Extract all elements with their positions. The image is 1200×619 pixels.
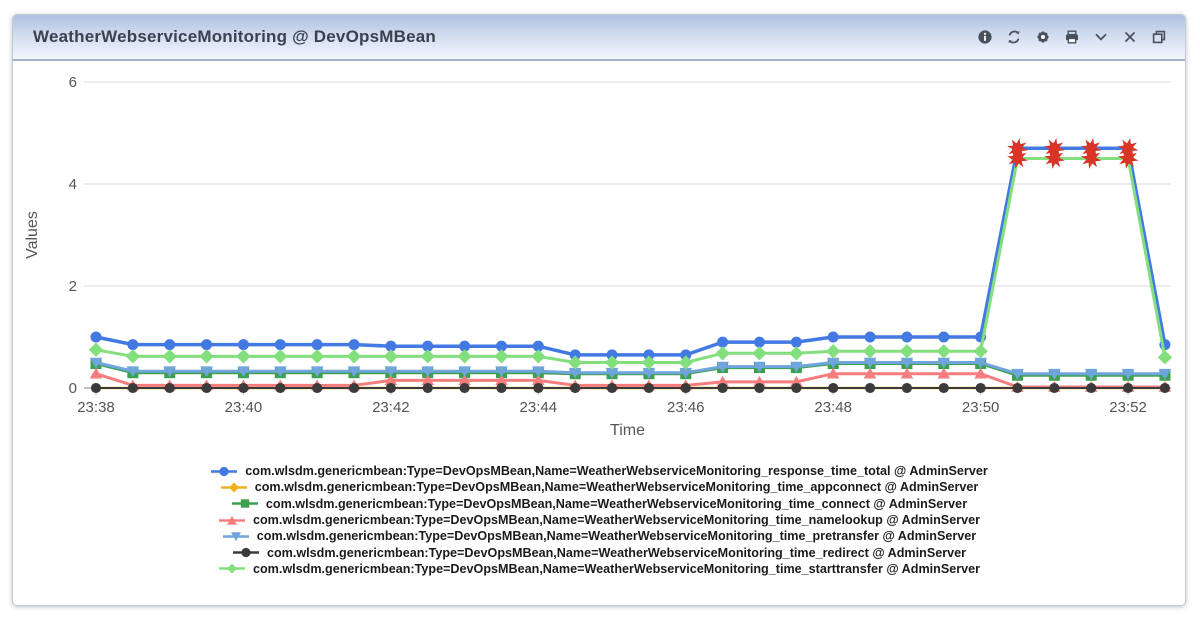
series-line-time_namelookup — [94, 372, 1167, 389]
series-points-time_redirect[interactable] — [90, 382, 1170, 394]
legend-label: com.wlsdm.genericmbean:Type=DevOpsMBean,… — [252, 561, 981, 576]
x-tick-label: 23:42 — [372, 399, 410, 416]
alert-burst-icon[interactable] — [1044, 138, 1065, 159]
y-tick-label: 6 — [69, 74, 77, 91]
x-tick-label: 23:48 — [814, 399, 852, 416]
legend-marker-triangle-down-icon — [222, 532, 249, 542]
legend-marker-circle-icon — [232, 548, 259, 558]
legend-marker-diamond-icon — [218, 563, 245, 574]
legend-item-time_appconnect[interactable]: com.wlsdm.genericmbean:Type=DevOpsMBean,… — [220, 479, 979, 495]
alert-burst-icon[interactable] — [1080, 148, 1102, 169]
alert-burst-icon[interactable] — [1117, 138, 1139, 159]
legend-marker-diamond-icon — [220, 482, 247, 493]
panel-toolbar — [977, 29, 1167, 45]
x-tick-label: 23:52 — [1109, 399, 1147, 416]
y-tick-label: 0 — [69, 380, 77, 397]
legend-label: com.wlsdm.genericmbean:Type=DevOpsMBean,… — [245, 464, 988, 479]
legend-item-time_namelookup[interactable]: com.wlsdm.genericmbean:Type=DevOpsMBean,… — [218, 512, 980, 528]
series-points-time_pretransfer[interactable] — [89, 357, 1172, 380]
info-icon[interactable] — [977, 29, 993, 45]
panel-title: WeatherWebserviceMonitoring @ DevOpsMBea… — [33, 27, 436, 46]
y-axis-title: Values — [24, 211, 41, 259]
legend-marker-circle-icon — [211, 466, 238, 476]
legend-label: com.wlsdm.genericmbean:Type=DevOpsMBean,… — [266, 545, 967, 560]
x-tick-label: 23:38 — [77, 399, 115, 416]
y-tick-label: 2 — [69, 278, 77, 295]
series-line-time_pretransfer — [94, 361, 1167, 376]
refresh-icon[interactable] — [1006, 29, 1022, 45]
legend-item-time_pretransfer[interactable]: com.wlsdm.genericmbean:Type=DevOpsMBean,… — [222, 528, 976, 544]
legend-marker-square-icon — [231, 499, 258, 508]
restore-icon[interactable] — [1151, 29, 1167, 45]
x-tick-label: 23:44 — [520, 399, 558, 416]
alert-burst-icon[interactable] — [1117, 148, 1139, 169]
legend-item-response_time_total[interactable]: com.wlsdm.genericmbean:Type=DevOpsMBean,… — [210, 463, 988, 479]
series-line-response_time_total — [94, 146, 1167, 357]
y-tick-label: 4 — [69, 176, 77, 193]
line-chart: 0 2 4 6 Values 23:38 23:40 23:42 23:44 23:46 23:48… — [24, 74, 1173, 439]
x-tick-label: 23:50 — [962, 399, 1000, 416]
x-tick-label: 23:46 — [667, 399, 705, 416]
legend-label: com.wlsdm.genericmbean:Type=DevOpsMBean,… — [265, 496, 968, 511]
alert-burst-icon[interactable] — [1044, 148, 1065, 169]
x-axis-title: Time — [610, 422, 645, 439]
alert-burst-icon[interactable] — [1007, 138, 1028, 159]
legend-label: com.wlsdm.genericmbean:Type=DevOpsMBean,… — [256, 529, 977, 544]
gridlines — [84, 81, 1171, 287]
alert-burst-icon[interactable] — [1007, 148, 1028, 169]
legend-label: com.wlsdm.genericmbean:Type=DevOpsMBean,… — [252, 513, 981, 528]
legend-marker-triangle-up-icon — [218, 515, 245, 525]
legend-item-time_redirect[interactable]: com.wlsdm.genericmbean:Type=DevOpsMBean,… — [232, 544, 966, 560]
series-time_pretransfer — [89, 357, 1172, 380]
monitoring-widget-panel: WeatherWebserviceMonitoring @ DevOpsMBea… — [12, 14, 1186, 606]
series-points-response_time_total[interactable] — [90, 142, 1171, 361]
series-response_time_total — [90, 142, 1171, 361]
series-line-time_starttransfer — [94, 157, 1167, 364]
chart-area: 0 2 4 6 Values 23:38 23:40 23:42 23:44 23:46 23:48… — [13, 61, 1185, 441]
close-icon[interactable] — [1122, 29, 1138, 45]
settings-icon[interactable] — [1035, 29, 1051, 45]
legend-item-time_starttransfer[interactable]: com.wlsdm.genericmbean:Type=DevOpsMBean,… — [218, 561, 980, 577]
alert-burst-icon[interactable] — [1080, 138, 1102, 159]
chart-legend: com.wlsdm.genericmbean:Type=DevOpsMBean,… — [13, 463, 1185, 577]
chevron-down-icon[interactable] — [1093, 29, 1109, 45]
series-time_redirect — [90, 382, 1170, 394]
legend-label: com.wlsdm.genericmbean:Type=DevOpsMBean,… — [254, 480, 979, 495]
legend-item-time_connect[interactable]: com.wlsdm.genericmbean:Type=DevOpsMBean,… — [231, 496, 967, 512]
print-icon[interactable] — [1064, 29, 1080, 45]
x-tick-label: 23:40 — [225, 399, 263, 416]
alert-markers[interactable] — [1007, 138, 1139, 169]
panel-header: WeatherWebserviceMonitoring @ DevOpsMBea… — [13, 15, 1185, 61]
